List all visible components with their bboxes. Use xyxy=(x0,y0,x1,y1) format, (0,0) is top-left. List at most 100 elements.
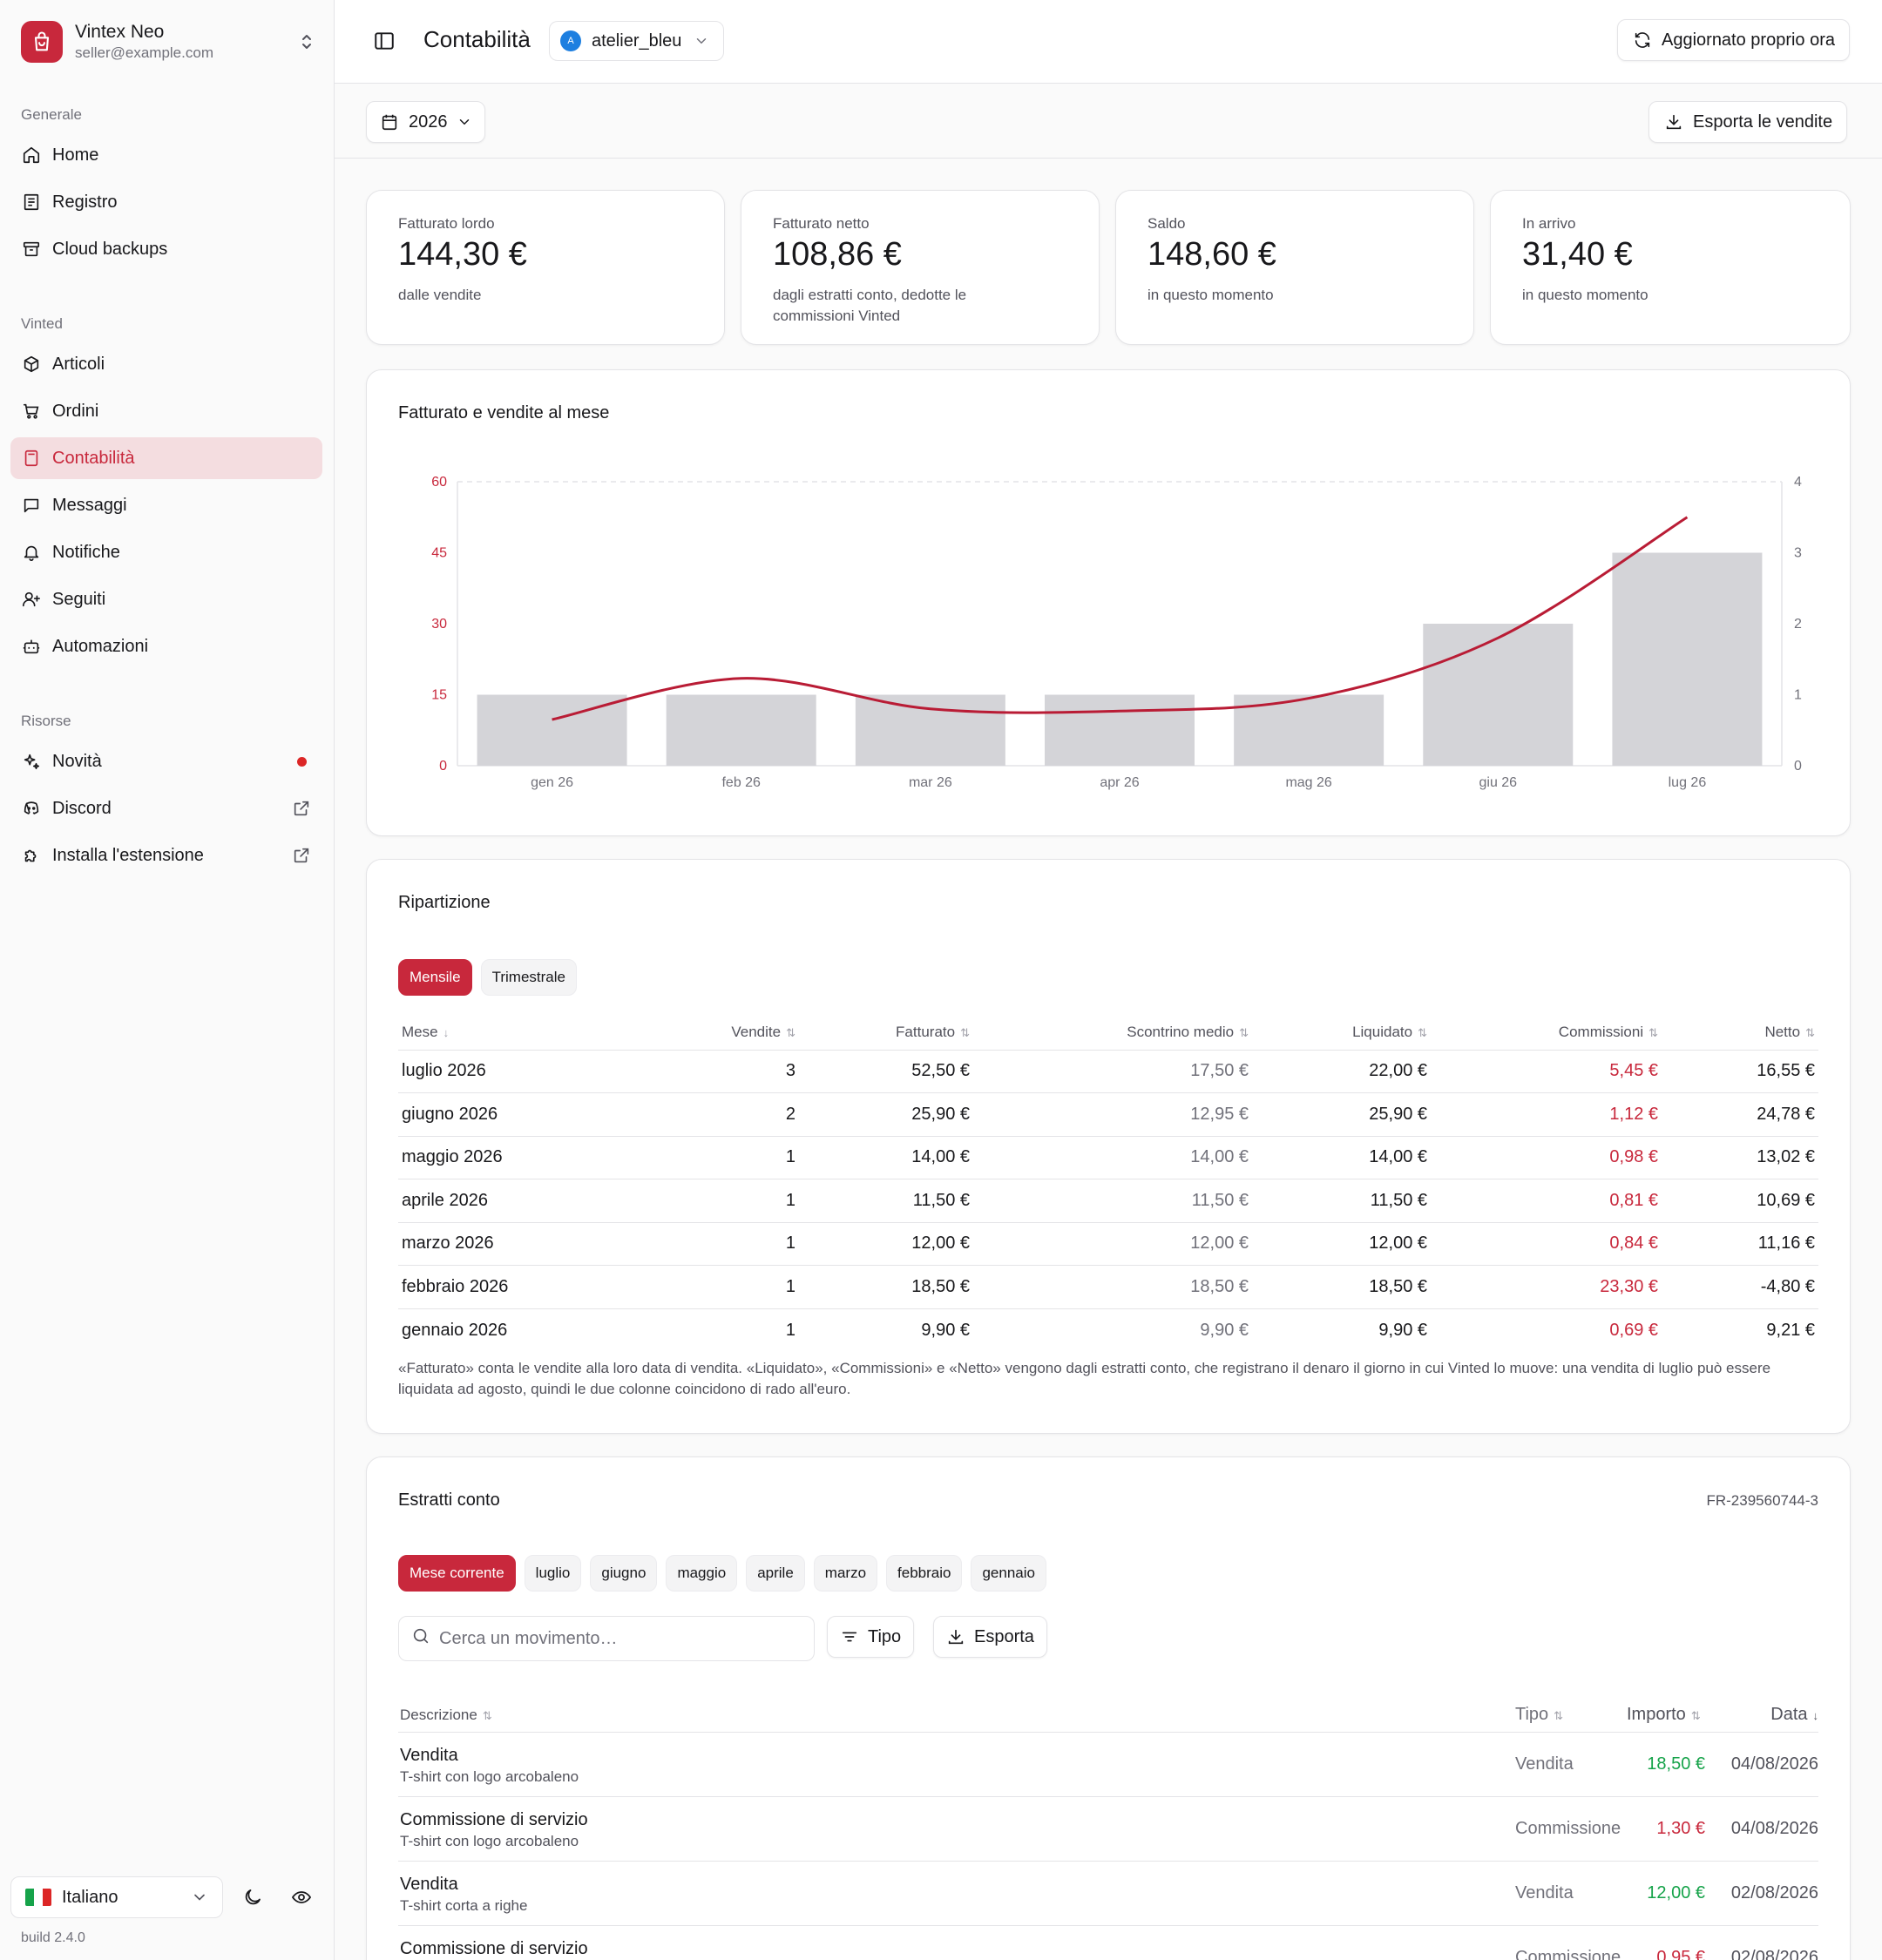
eye-icon xyxy=(291,1891,312,1903)
y-left-tick-label: 45 xyxy=(431,546,447,561)
sidebar-item-contabilita[interactable]: Contabilità xyxy=(10,437,322,479)
chart-bar xyxy=(1423,624,1574,766)
tab-luglio[interactable]: luglio xyxy=(524,1555,582,1592)
table-cell: 25,90 € xyxy=(799,1092,973,1137)
account-name: atelier_bleu xyxy=(592,30,682,51)
search-input[interactable]: Cerca un movimento… xyxy=(398,1616,815,1661)
table-cell: 1 xyxy=(660,1265,799,1309)
home-icon xyxy=(21,145,42,166)
column-header-mese[interactable]: Mese ↓ xyxy=(398,1015,660,1051)
sidebar-item-automazioni[interactable]: Automazioni xyxy=(10,625,322,667)
account-avatar: A xyxy=(560,30,581,51)
stat-value: 31,40 € xyxy=(1522,236,1633,273)
sidebar-item-ordini[interactable]: Ordini xyxy=(10,390,322,432)
table-cell: 14,00 € xyxy=(973,1136,1252,1179)
stat-card-net: Fatturato netto 108,86 € dagli estratti … xyxy=(741,190,1100,345)
column-header-data[interactable]: Data ↓ xyxy=(1770,1705,1818,1724)
table-cell: 0,81 € xyxy=(1431,1179,1662,1223)
transaction-row[interactable]: Commissione di servizio T-shirt con logo … xyxy=(398,1797,1818,1862)
privacy-toggle[interactable] xyxy=(286,1882,317,1913)
stat-label: Fatturato lordo xyxy=(398,215,495,232)
sidebar-panel-icon xyxy=(375,32,394,50)
table-cell: 18,50 € xyxy=(1252,1265,1431,1309)
column-header-importo[interactable]: Importo ⇅ xyxy=(1627,1705,1701,1724)
table-cell: gennaio 2026 xyxy=(402,1320,508,1340)
sidebar-item-messaggi[interactable]: Messaggi xyxy=(10,484,322,526)
language-select[interactable]: Italiano xyxy=(10,1876,223,1918)
sidebar-item-novita[interactable]: Novità xyxy=(10,740,322,782)
table-cell: 12,00 € xyxy=(973,1222,1252,1266)
tab-mensile[interactable]: Mensile xyxy=(398,959,472,996)
search-placeholder: Cerca un movimento… xyxy=(439,1628,618,1648)
y-right-tick-label: 3 xyxy=(1794,546,1802,561)
external-link-icon xyxy=(291,845,312,866)
column-header-fatturato[interactable]: Fatturato ⇅ xyxy=(799,1015,973,1051)
tab-marzo[interactable]: marzo xyxy=(813,1555,878,1592)
bot-icon xyxy=(21,636,42,657)
transaction-amount: 12,00 € xyxy=(1647,1883,1705,1903)
sidebar-item-notifiche[interactable]: Notifiche xyxy=(10,531,322,573)
table-cell: 12,00 € xyxy=(1252,1222,1431,1266)
column-header-vendite[interactable]: Vendite ⇅ xyxy=(660,1015,799,1051)
tab-giugno[interactable]: giugno xyxy=(590,1555,658,1592)
transaction-date: 04/08/2026 xyxy=(1730,1819,1818,1838)
table-cell: 16,55 € xyxy=(1662,1050,1818,1093)
tab-gennaio[interactable]: gennaio xyxy=(971,1555,1046,1592)
transaction-title: Vendita xyxy=(400,1745,458,1765)
export-statements-button[interactable]: Esporta xyxy=(933,1616,1047,1658)
table-cell: 1,12 € xyxy=(1431,1092,1662,1137)
main-content: Fatturato lordo 144,30 € dalle vendite F… xyxy=(335,159,1882,1960)
type-filter-button[interactable]: Tipo xyxy=(827,1616,915,1658)
sidebar-item-articoli[interactable]: Articoli xyxy=(10,343,322,385)
account-select[interactable]: A atelier_bleu xyxy=(549,21,725,61)
sidebar-item-cloud-backups[interactable]: Cloud backups xyxy=(10,228,322,270)
ledger-icon xyxy=(21,192,42,213)
sidebar-item-installa-estensione[interactable]: Installa l'estensione xyxy=(10,835,322,876)
column-header-commissioni[interactable]: Commissioni ⇅ xyxy=(1431,1015,1662,1051)
column-header-netto[interactable]: Netto ⇅ xyxy=(1662,1015,1818,1051)
year-select[interactable]: 2026 xyxy=(366,101,485,143)
y-left-tick-label: 0 xyxy=(439,759,447,774)
build-version: build 2.4.0 xyxy=(21,1930,85,1945)
table-cell: 3 xyxy=(660,1050,799,1093)
stat-value: 148,60 € xyxy=(1147,236,1276,273)
transaction-row[interactable]: Vendita T-shirt con logo arcobaleno Vendit… xyxy=(398,1733,1818,1797)
transaction-row[interactable]: Vendita T-shirt corta a righe Vendita 12,00… xyxy=(398,1862,1818,1926)
dark-mode-toggle[interactable] xyxy=(237,1882,268,1913)
tab-febbraio[interactable]: febbraio xyxy=(886,1555,963,1592)
tab-aprile[interactable]: aprile xyxy=(746,1555,805,1592)
chart-bar xyxy=(855,694,1005,766)
column-header-liquidato[interactable]: Liquidato ⇅ xyxy=(1252,1015,1431,1051)
tab-mese-corrente[interactable]: Mese corrente xyxy=(398,1555,516,1592)
sidebar-item-label: Notifiche xyxy=(52,542,120,562)
export-sales-button[interactable]: Esporta le vendite xyxy=(1648,101,1848,143)
table-cell: 11,50 € xyxy=(1252,1179,1431,1223)
transaction-type: Vendita xyxy=(1515,1883,1574,1903)
toggle-sidebar-button[interactable] xyxy=(373,30,396,52)
table-cell: 0,98 € xyxy=(1431,1136,1662,1179)
sidebar-item-registro[interactable]: Registro xyxy=(10,181,322,223)
workspace-switcher[interactable]: Vintex Neo seller@example.com xyxy=(21,20,317,64)
column-header-descrizione[interactable]: Descrizione ⇅ xyxy=(400,1706,492,1723)
tab-trimestrale[interactable]: Trimestrale xyxy=(480,959,577,996)
column-header-scontrino-medio[interactable]: Scontrino medio ⇅ xyxy=(973,1015,1252,1051)
transaction-date: 02/08/2026 xyxy=(1730,1883,1818,1903)
sidebar-item-home[interactable]: Home xyxy=(10,134,322,176)
transaction-type: Commissione xyxy=(1515,1819,1621,1838)
section-label-generale: Generale xyxy=(21,106,82,123)
tab-maggio[interactable]: maggio xyxy=(666,1555,738,1592)
filter-lines-icon xyxy=(840,1627,859,1646)
x-tick-label: feb 26 xyxy=(721,775,761,790)
refresh-button[interactable]: Aggiornato proprio ora xyxy=(1617,19,1851,61)
download-icon xyxy=(946,1627,965,1646)
transaction-description: Vendita T-shirt corta a righe xyxy=(398,1872,1515,1916)
bell-icon xyxy=(21,542,42,563)
sidebar-item-discord[interactable]: Discord xyxy=(10,787,322,829)
statement-month-tabs: Mese corrente luglio giugno maggio aprile mar… xyxy=(398,1555,1046,1592)
column-header-tipo[interactable]: Tipo ⇅ xyxy=(1515,1705,1564,1724)
transaction-item: T-shirt corta a righe xyxy=(400,1896,528,1914)
sidebar-item-seguiti[interactable]: Seguiti xyxy=(10,578,322,620)
table-cell: 1 xyxy=(785,1320,795,1340)
transaction-amount: 18,50 € xyxy=(1647,1754,1705,1774)
